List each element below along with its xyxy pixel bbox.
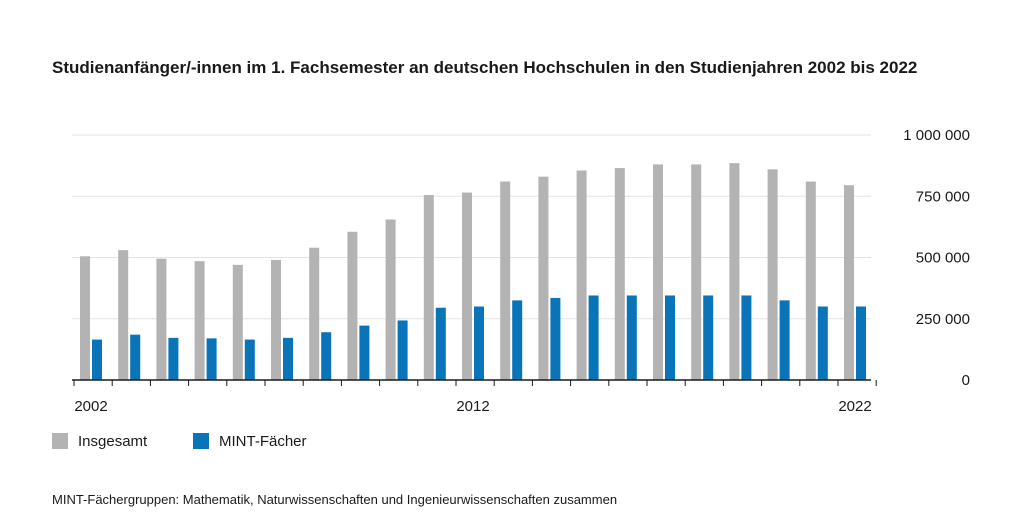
x-tick-label: 2012 (456, 398, 489, 415)
bar-insgesamt-2019 (729, 163, 740, 380)
bar-insgesamt-2017 (653, 164, 663, 380)
bar-insgesamt-2008 (309, 247, 320, 380)
legend-item-mint: MINT-Fächer (193, 431, 307, 451)
y-tick-label: 250 000 (916, 311, 970, 328)
legend-label-insgesamt: Insgesamt (78, 432, 148, 450)
bar-mint-2021 (817, 306, 828, 380)
bar-mint-2013 (512, 300, 523, 380)
bar-insgesamt-2010 (385, 219, 396, 380)
bar-insgesamt-2022 (844, 185, 854, 380)
x-tick-label: 2022 (838, 398, 871, 415)
bar-mint-2005 (206, 338, 217, 380)
bar-insgesamt-2013 (500, 181, 511, 380)
bar-insgesamt-2009 (347, 231, 358, 380)
bar-mint-2009 (359, 325, 370, 380)
bar-mint-2008 (321, 332, 332, 380)
y-tick-label: 500 000 (916, 250, 970, 267)
chart-title: Studienanfänger/-innen im 1. Fachsemeste… (52, 58, 918, 77)
bar-insgesamt-2021 (805, 181, 816, 380)
bar-insgesamt-2020 (767, 169, 778, 380)
legend-swatch-insgesamt (52, 433, 68, 449)
bar-insgesamt-2018 (691, 164, 702, 380)
bar-mint-2020 (779, 300, 790, 380)
bar-insgesamt-2005 (194, 261, 205, 380)
bar-insgesamt-2015 (576, 170, 587, 380)
bar-mint-2012 (474, 306, 484, 380)
bar-mint-2017 (665, 295, 675, 380)
legend-swatch-mint (193, 433, 209, 449)
bar-mint-2004 (168, 337, 179, 380)
bar-mint-2014 (550, 297, 561, 380)
bar-mint-2018 (703, 295, 714, 380)
legend-label-mint: MINT-Fächer (219, 432, 307, 450)
bar-insgesamt-2007 (271, 259, 281, 380)
bar-insgesamt-2002 (80, 256, 90, 380)
bar-insgesamt-2006 (232, 264, 243, 380)
bar-insgesamt-2016 (614, 168, 625, 380)
bar-mint-2015 (588, 295, 599, 380)
bar-mint-2003 (130, 334, 141, 380)
y-tick-label: 1 000 000 (903, 127, 970, 144)
bar-insgesamt-2012 (462, 192, 472, 380)
legend-item-insgesamt: Insgesamt (52, 431, 147, 451)
bar-mint-2022 (856, 306, 866, 380)
axes: 0 250 000 500 000 750 000 1 000 000 2002 2012 2… (72, 127, 970, 415)
y-tick-label: 0 (962, 372, 970, 389)
y-tick-label: 750 000 (916, 188, 970, 205)
bar-insgesamt-2004 (156, 258, 167, 380)
bar-insgesamt-2003 (118, 250, 129, 380)
x-tick-label: 2002 (74, 398, 107, 415)
footnote: MINT-Fächergruppen: Mathematik, Naturwis… (52, 492, 618, 507)
bars (80, 163, 866, 380)
bar-mint-2019 (741, 295, 752, 380)
bar-mint-2016 (626, 295, 637, 380)
bar-mint-2002 (92, 339, 102, 380)
bar-mint-2011 (435, 307, 446, 380)
bar-insgesamt-2011 (423, 195, 434, 380)
bar-mint-2010 (397, 320, 408, 380)
bar-mint-2006 (244, 339, 255, 380)
bar-insgesamt-2014 (538, 176, 549, 380)
bar-mint-2007 (283, 337, 293, 380)
